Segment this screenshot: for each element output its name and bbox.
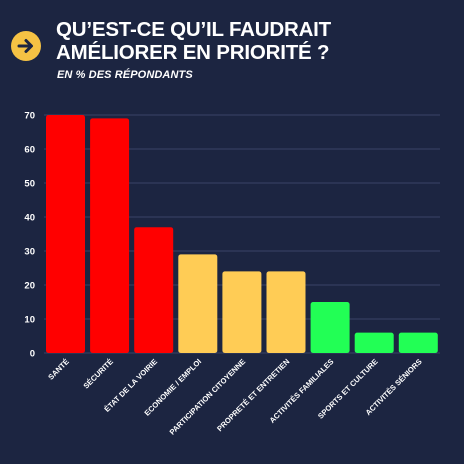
bar [178,254,218,353]
x-tick-label: PROPRETÉ ET ENTRETIEN [215,357,291,433]
bar [134,227,174,353]
y-tick-label: 0 [30,349,35,360]
bar [46,115,85,353]
x-tick-label: SANTÉ [46,357,71,382]
page-title: QU’EST-CE QU’IL FAUDRAIT AMÉLIORER EN PR… [56,18,331,64]
x-tick-label: SÉCURITÉ [81,357,115,391]
title-line-1: QU’EST-CE QU’IL FAUDRAIT [56,18,332,41]
y-tick-label: 60 [24,145,35,156]
bar [90,118,130,354]
bar [222,271,262,353]
y-tick-label: 40 [24,213,35,224]
y-tick-label: 10 [24,315,35,326]
y-tick-label: 70 [24,111,35,122]
arrow-badge [11,31,41,61]
bar [310,302,350,353]
bar [398,332,438,353]
bar [266,271,306,353]
y-tick-label: 50 [24,179,35,190]
y-tick-label: 30 [24,247,35,258]
bar [354,332,394,353]
arrow-right-icon [17,39,33,53]
title-line-2: AMÉLIORER EN PRIORITÉ ? [56,41,330,64]
y-tick-label: 20 [24,281,35,292]
chart-subtitle: EN % DES RÉPONDANTS [57,69,193,81]
x-tick-label: PARTICIPATION CITOYENNE [168,357,248,437]
